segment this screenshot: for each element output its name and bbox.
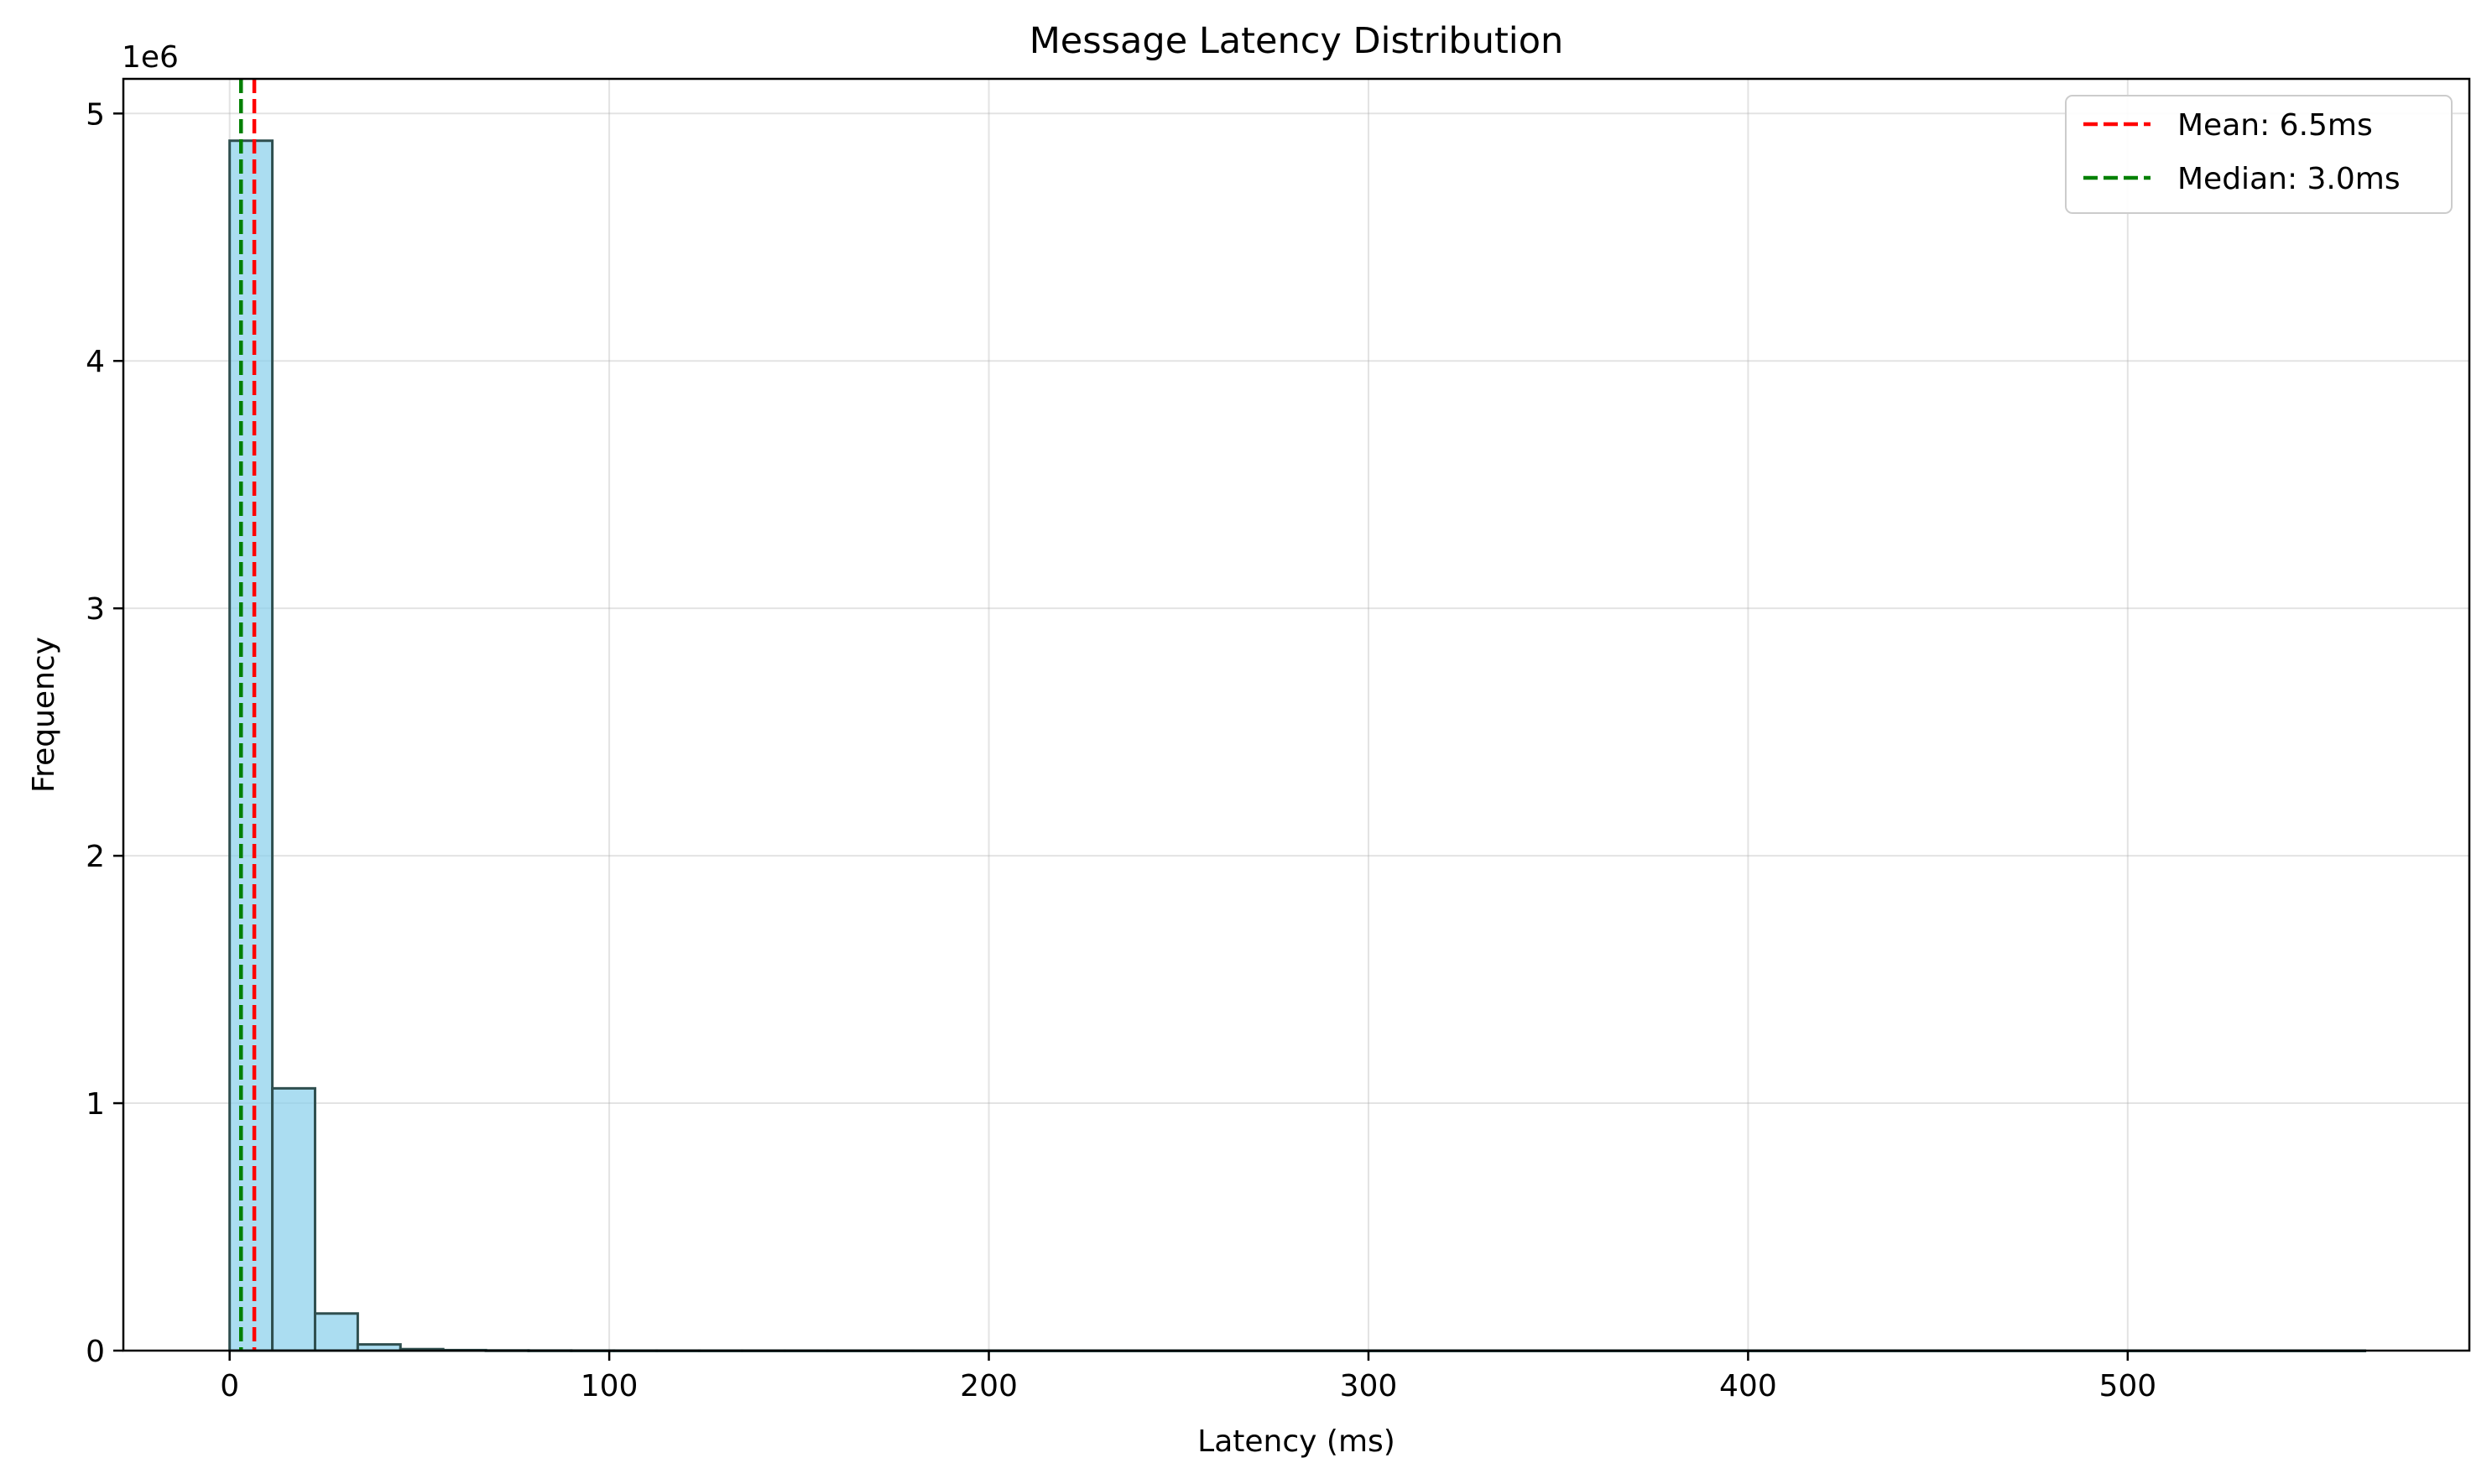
legend-label-mean: Mean: 6.5ms [2177,108,2373,143]
histogram-bar [271,1086,316,1352]
x-tick-label: 300 [1340,1369,1398,1403]
y-tick-label: 4 [86,345,105,379]
reference-lines [239,79,257,1351]
x-tick-label: 200 [960,1369,1018,1403]
x-axis-label: Latency (ms) [1197,1424,1395,1459]
y-axis-ticks: 0 1 2 3 4 5 [86,97,123,1369]
y-tick-label: 1 [86,1087,105,1122]
chart-title: Message Latency Distribution [1030,20,1564,62]
y-tick-label: 3 [86,592,105,627]
x-tick-label: 400 [1719,1369,1777,1403]
legend-label-median: Median: 3.0ms [2177,162,2401,196]
x-tick-label: 0 [220,1369,239,1403]
legend: Mean: 6.5ms Median: 3.0ms [2065,95,2453,214]
x-tick-label: 500 [2098,1369,2156,1403]
histogram-bar [228,139,274,1352]
x-tick-label: 100 [581,1369,639,1403]
y-tick-label: 2 [86,840,105,874]
x-axis-ticks: 0 100 200 300 400 500 [220,1351,2156,1403]
histogram-bars [228,139,2367,1352]
y-axis-label: Frequency [27,637,61,793]
y-axis-offset-label: 1e6 [122,40,179,75]
y-tick-label: 5 [86,97,105,132]
plot-area-frame [122,77,2471,1352]
y-tick-label: 0 [86,1335,105,1369]
histogram-bar [313,1312,359,1352]
legend-box [2065,95,2453,214]
